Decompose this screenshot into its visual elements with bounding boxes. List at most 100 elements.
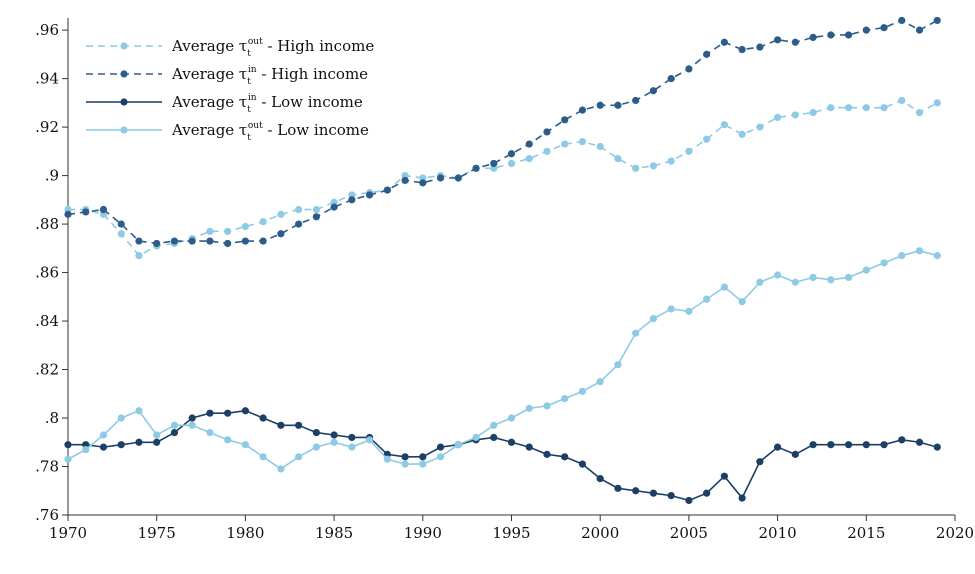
data-point (596, 142, 604, 151)
data-point (632, 329, 640, 337)
data-point (117, 414, 125, 422)
data-point (756, 123, 764, 131)
data-point (791, 278, 799, 286)
data-point (809, 108, 817, 117)
y-tick-label: .96 (35, 21, 59, 39)
data-point (774, 36, 782, 44)
data-point (188, 421, 196, 429)
data-point (880, 104, 888, 112)
data-point (507, 159, 516, 168)
data-point (561, 453, 569, 461)
legend-item: Average τtin - Low income (86, 93, 363, 115)
data-point (436, 453, 445, 461)
data-point (933, 251, 941, 260)
y-tick-label: .94 (35, 70, 59, 88)
data-point (330, 438, 338, 446)
data-point (507, 438, 516, 446)
data-point (649, 162, 658, 170)
data-point (543, 402, 551, 410)
data-point (383, 186, 391, 194)
data-point (277, 465, 285, 473)
data-point (827, 104, 835, 112)
data-point (915, 438, 924, 446)
data-point (170, 421, 179, 429)
data-point (774, 271, 782, 279)
data-point (862, 104, 870, 112)
data-point (632, 487, 640, 495)
data-point (844, 104, 853, 112)
data-point (135, 237, 143, 245)
data-point (525, 443, 533, 451)
data-point (809, 441, 817, 449)
data-point (720, 121, 728, 129)
y-tick-label: .8 (45, 409, 59, 427)
data-point (241, 441, 249, 449)
data-point (756, 278, 764, 286)
data-point (330, 431, 338, 439)
data-point (295, 205, 303, 214)
x-tick-label: 2010 (759, 524, 797, 542)
data-point (348, 433, 356, 442)
data-point (578, 106, 587, 114)
series-3 (64, 407, 941, 505)
y-tick-label: .84 (35, 312, 59, 330)
data-point (206, 428, 214, 437)
data-point (64, 210, 72, 218)
y-ticks: .76 .78 .8 .82 .84 .86 .88 .9 .92 .94 .96 (35, 21, 68, 524)
data-point (915, 108, 924, 117)
data-point (82, 445, 90, 454)
data-point (543, 450, 551, 458)
data-point (898, 251, 906, 260)
data-point (738, 130, 746, 138)
legend-item: Average τtin - High income (86, 65, 368, 87)
data-point (844, 31, 853, 39)
data-point (774, 443, 782, 451)
data-point (259, 414, 267, 422)
data-point (436, 443, 445, 451)
data-point (295, 220, 303, 228)
data-point (703, 135, 711, 143)
series-4 (64, 247, 941, 473)
data-point (774, 113, 782, 121)
data-point (312, 443, 320, 451)
data-point (490, 433, 498, 442)
data-point (64, 455, 72, 463)
data-point (224, 227, 232, 235)
data-point (348, 196, 356, 204)
data-point (614, 361, 622, 369)
data-point (880, 441, 888, 449)
data-point (614, 484, 622, 492)
legend-label: Average τtin - Low income (171, 93, 363, 115)
data-point (827, 31, 835, 39)
data-point (525, 404, 533, 412)
data-point (525, 155, 533, 163)
data-point (135, 438, 143, 446)
x-tick-label: 1970 (49, 524, 87, 542)
data-point (685, 147, 693, 155)
data-point (64, 441, 72, 449)
data-point (561, 116, 569, 124)
x-tick-label: 1975 (138, 524, 176, 542)
data-point (703, 295, 711, 303)
x-tick-label: 2015 (847, 524, 885, 542)
x-tick-label: 2020 (936, 524, 974, 542)
data-point (454, 441, 462, 449)
data-point (188, 414, 196, 422)
data-point (898, 16, 906, 25)
data-point (667, 157, 675, 165)
legend-item: Average τtout - Low income (86, 121, 369, 143)
data-point (241, 222, 249, 231)
y-tick-label: .9 (45, 167, 59, 185)
data-point (348, 443, 356, 451)
data-point (419, 453, 427, 461)
data-point (507, 150, 516, 158)
data-point (543, 128, 551, 136)
data-point (153, 431, 161, 439)
data-point (490, 159, 498, 168)
data-point (862, 441, 870, 449)
data-point (844, 273, 853, 282)
data-point (454, 174, 462, 182)
data-point (472, 164, 480, 172)
data-point (791, 38, 799, 46)
